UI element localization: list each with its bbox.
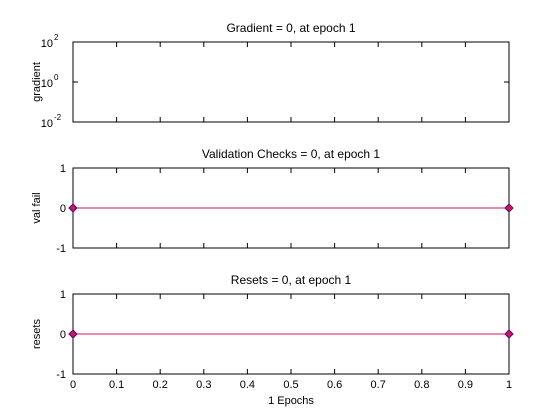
- y-tick-label: 0: [60, 203, 66, 215]
- y-tick-label: -1: [56, 369, 66, 381]
- x-tick-label: 0.7: [371, 379, 386, 391]
- y-tick-label: 1: [60, 163, 66, 175]
- y-tick-label-base: 10: [41, 38, 53, 50]
- y-axis-label-1: gradient: [31, 62, 43, 102]
- x-tick-label: 0.3: [196, 379, 211, 391]
- panel-title-3: Resets = 0, at epoch 1: [231, 273, 352, 287]
- x-tick-label: 0.2: [153, 379, 168, 391]
- panel-title-2: Validation Checks = 0, at epoch 1: [202, 147, 381, 161]
- x-tick-label: 0: [70, 379, 76, 391]
- data-point-marker: [504, 203, 514, 213]
- y-tick-label-base: 10: [41, 118, 53, 130]
- y-tick-label: 0: [60, 329, 66, 341]
- x-tick-label: 0.8: [414, 379, 429, 391]
- y-tick-label: -1: [56, 243, 66, 255]
- data-point-marker: [68, 329, 78, 339]
- panel-title-1: Gradient = 0, at epoch 1: [226, 21, 355, 35]
- data-point-marker: [504, 329, 514, 339]
- x-tick-label: 0.5: [283, 379, 298, 391]
- x-tick-label: 0.1: [109, 379, 124, 391]
- y-tick-label-exponent: 0: [54, 73, 59, 82]
- y-tick-label-exponent: 2: [54, 33, 59, 42]
- x-tick-label: 0.6: [327, 379, 342, 391]
- y-axis-label-2: val fail: [31, 192, 43, 223]
- y-tick-label-base: 10: [41, 78, 53, 90]
- y-axis-label-3: resets: [31, 319, 43, 349]
- y-tick-label-exponent: -2: [54, 113, 62, 122]
- data-point-marker: [68, 203, 78, 213]
- y-tick-label: 1: [60, 289, 66, 301]
- x-tick-label: 0.4: [240, 379, 255, 391]
- x-tick-label: 1: [506, 379, 512, 391]
- x-tick-label: 0.9: [458, 379, 473, 391]
- x-axis-label: 1 Epochs: [268, 395, 314, 407]
